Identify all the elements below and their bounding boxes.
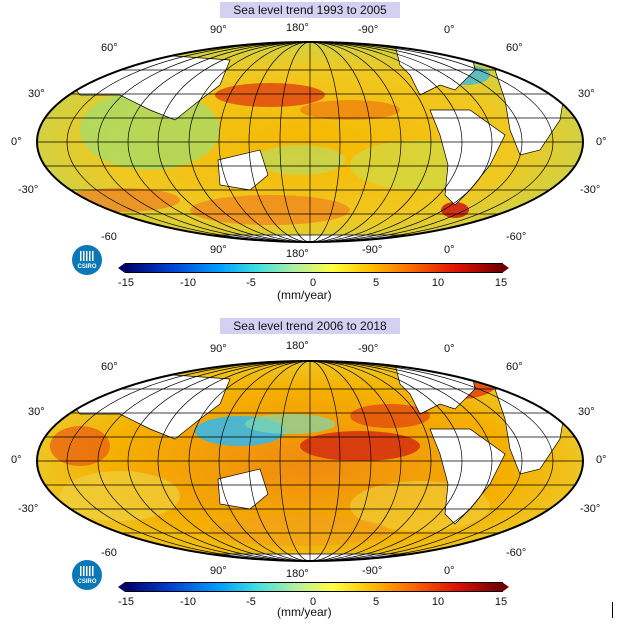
left-lat-label: 0°	[11, 136, 22, 148]
left-lat-label: -30°	[18, 503, 39, 515]
right-lat-label: 30°	[578, 88, 595, 100]
right-lat-label: -60°	[506, 231, 527, 243]
colorbar-tick: 5	[372, 596, 380, 608]
right-lat-label: 0°	[596, 136, 607, 148]
colorbar-tick: 0	[309, 277, 317, 289]
panel-title: Sea level trend 2006 to 2018	[220, 318, 400, 334]
colorbar	[125, 582, 503, 592]
world-map-2006-2018	[36, 360, 584, 562]
right-lat-label: 60°	[506, 42, 523, 54]
colorbar-min-arrow	[118, 263, 125, 273]
bottom-lon-label: 0°	[444, 565, 455, 577]
top-lon-label: 180°	[286, 22, 309, 34]
csiro-logo-bars-icon	[80, 566, 94, 576]
colorbar-tick: 15	[494, 596, 508, 608]
colorbar-tick: -15	[118, 596, 134, 608]
top-lon-label: -90°	[358, 24, 379, 36]
csiro-logo-text: CSIRO	[77, 264, 97, 270]
csiro-logo-bars-icon	[80, 251, 94, 261]
colorbar	[125, 263, 503, 273]
text-cursor	[612, 602, 613, 618]
colorbar-tick: -10	[180, 277, 196, 289]
colorbar-max-arrow	[502, 263, 509, 273]
top-lon-label: 180°	[286, 340, 309, 352]
world-map-1993-2005	[36, 41, 584, 243]
top-lon-label: 0°	[444, 343, 455, 355]
csiro-logo: CSIRO	[72, 245, 102, 275]
left-lat-label: -30°	[18, 184, 39, 196]
right-lat-label: -30°	[580, 184, 601, 196]
right-lat-label: 0°	[596, 454, 607, 466]
right-lat-label: 30°	[578, 406, 595, 418]
bottom-lon-label: -90°	[362, 565, 383, 577]
colorbar-tick: -10	[180, 596, 196, 608]
colorbar-tick: -5	[246, 596, 256, 608]
colorbar-tick: 10	[431, 277, 445, 289]
top-lon-label: 90°	[210, 343, 227, 355]
top-lon-label: 90°	[210, 24, 227, 36]
top-lon-label: -90°	[358, 343, 379, 355]
bottom-lon-label: 180°	[286, 568, 309, 580]
panel-title: Sea level trend 1993 to 2005	[220, 2, 400, 18]
colorbar-min-arrow	[118, 582, 125, 592]
csiro-logo: CSIRO	[72, 560, 102, 590]
bottom-lon-label: 90°	[210, 244, 227, 256]
top-lon-label: 0°	[444, 24, 455, 36]
left-lat-label: 0°	[11, 454, 22, 466]
colorbar-tick: 10	[431, 596, 445, 608]
right-lat-label: 60°	[506, 361, 523, 373]
colorbar-tick: -5	[246, 277, 256, 289]
colorbar-units: (mm/year)	[277, 288, 332, 302]
map-panel-1993-2005: Sea level trend 1993 to 2005	[0, 0, 621, 305]
bottom-lon-label: 0°	[444, 244, 455, 256]
left-lat-label: 60°	[101, 361, 118, 373]
right-lat-label: -30°	[580, 503, 601, 515]
colorbar-tick: 5	[372, 277, 380, 289]
colorbar-units: (mm/year)	[277, 605, 332, 619]
colorbar-max-arrow	[502, 582, 509, 592]
colorbar-tick: 15	[494, 277, 508, 289]
csiro-logo-text: CSIRO	[77, 579, 97, 585]
left-lat-label: 30°	[28, 88, 45, 100]
right-lat-label: -60°	[506, 547, 527, 559]
colorbar-tick: 0	[309, 596, 317, 608]
left-lat-label: 60°	[101, 42, 118, 54]
bottom-lon-label: -90°	[362, 244, 383, 256]
map-panel-2006-2018: Sea level trend 2006 to 2018	[0, 316, 621, 621]
bottom-lon-label: 90°	[210, 565, 227, 577]
left-lat-label: 30°	[28, 406, 45, 418]
left-lat-label: -60	[101, 547, 117, 559]
bottom-lon-label: 180°	[286, 248, 309, 260]
colorbar-tick: -15	[118, 277, 134, 289]
left-lat-label: -60	[101, 231, 117, 243]
